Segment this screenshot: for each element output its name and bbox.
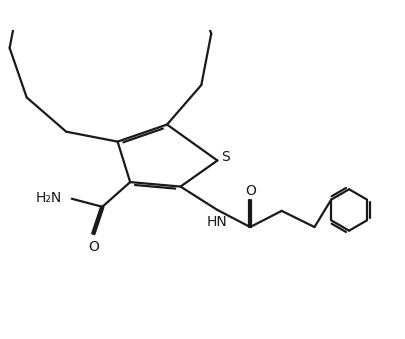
Text: O: O (244, 184, 255, 198)
Text: S: S (221, 150, 229, 164)
Text: H₂N: H₂N (36, 191, 62, 205)
Text: O: O (87, 240, 98, 254)
Text: HN: HN (207, 215, 227, 230)
